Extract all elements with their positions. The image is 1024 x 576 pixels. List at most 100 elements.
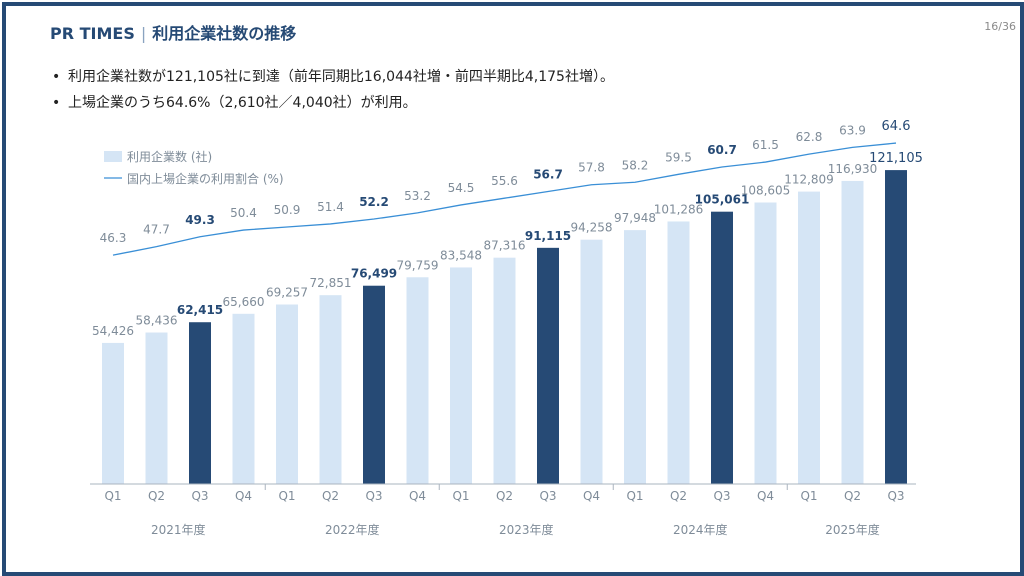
bar-value-label: 97,948 xyxy=(614,211,656,225)
x-tick-label: Q4 xyxy=(409,489,426,503)
x-tick-label: Q3 xyxy=(713,489,730,503)
bar xyxy=(189,322,211,484)
line-value-label: 63.9 xyxy=(839,123,866,137)
bar xyxy=(406,277,429,484)
x-axis: Q1 Q2 Q3 Q4 Q1 Q2 Q3 Q4 Q1 Q2 Q3 Q4 Q1 Q2 Q3 Q4 Q1 Q2 Q3 20… xyxy=(90,483,916,537)
bar-value-label: 116,930 xyxy=(828,162,878,176)
line-value-label: 57.8 xyxy=(578,161,605,175)
bar xyxy=(841,180,864,485)
line-value-label: 62.8 xyxy=(796,130,823,144)
bullet-list: • 利用企業社数が121,105社に到達（前年同期比16,044社増・前四半期比4… xyxy=(52,64,614,116)
bar-value-label: 105,061 xyxy=(695,193,750,207)
bar xyxy=(537,247,559,484)
title-text: 利用企業社数の推移 xyxy=(152,24,297,43)
line-value-label: 50.9 xyxy=(274,203,301,217)
year-group-label: 2024年度 xyxy=(673,522,728,537)
bar-value-label: 65,660 xyxy=(223,295,265,309)
bar-value-label: 72,851 xyxy=(310,276,352,290)
year-group-label: 2021年度 xyxy=(151,522,206,537)
line-value-label: 53.2 xyxy=(404,189,431,203)
bar-value-label: 108,605 xyxy=(741,183,791,197)
x-tick-label: Q3 xyxy=(191,489,208,503)
bar-value-label: 112,809 xyxy=(784,173,834,187)
line-value-label: 46.3 xyxy=(100,231,127,245)
chart-legend: 利用企業数 (社) 国内上場企業の利用割合 (%) xyxy=(104,149,284,186)
usage-rate-line xyxy=(112,142,897,256)
bar xyxy=(102,342,124,484)
x-tick-label: Q1 xyxy=(800,489,817,503)
legend-line-label: 国内上場企業の利用割合 (%) xyxy=(127,171,284,186)
line-series xyxy=(112,142,897,256)
bar-value-label: 83,548 xyxy=(440,248,482,262)
bar xyxy=(276,304,298,484)
bar-value-label: 76,499 xyxy=(351,267,397,281)
x-tick-label: Q1 xyxy=(104,489,121,503)
x-tick-label: Q3 xyxy=(365,489,382,503)
line-value-label: 58.2 xyxy=(622,158,649,172)
bar xyxy=(580,239,603,484)
bar xyxy=(754,202,777,484)
bar-value-label: 54,426 xyxy=(92,324,134,338)
bar xyxy=(450,267,472,484)
x-tick-label: Q3 xyxy=(887,489,904,503)
bar-value-label: 58,436 xyxy=(136,314,178,328)
x-tick-label: Q1 xyxy=(278,489,295,503)
bar-value-label: 62,415 xyxy=(177,303,223,317)
bar xyxy=(363,285,385,484)
line-value-label: 49.3 xyxy=(185,213,215,227)
brand-name: PR TIMES xyxy=(50,24,135,43)
bar-value-labels: 54,42658,43662,41565,66069,25772,85176,4… xyxy=(92,151,923,338)
line-value-label: 47.7 xyxy=(143,223,170,237)
x-tick-label: Q1 xyxy=(452,489,469,503)
bar xyxy=(232,313,255,484)
bar xyxy=(885,170,907,485)
bar xyxy=(798,191,820,485)
line-value-label: 59.5 xyxy=(665,150,692,164)
line-value-label: 64.6 xyxy=(882,119,911,134)
title-separator: | xyxy=(140,24,147,43)
line-value-label: 55.6 xyxy=(491,174,518,188)
legend-bar-swatch xyxy=(104,151,122,162)
bar xyxy=(145,332,168,484)
legend-bar-label: 利用企業数 (社) xyxy=(127,149,212,164)
x-tick-label: Q4 xyxy=(583,489,600,503)
bar xyxy=(624,230,646,484)
x-tick-label: Q4 xyxy=(235,489,252,503)
bar-value-label: 87,316 xyxy=(484,239,526,253)
bar xyxy=(667,221,690,485)
bar-value-label: 69,257 xyxy=(266,285,308,299)
x-tick-label: Q2 xyxy=(322,489,339,503)
line-value-labels: 46.3 47.7 49.3 50.4 50.9 51.4 52.2 53.2 54.5 55.6… xyxy=(100,119,911,245)
x-tick-label: Q2 xyxy=(670,489,687,503)
bar xyxy=(711,211,733,484)
bullet-item: • 上場企業のうち64.6%（2,610社／4,040社）が利用。 xyxy=(52,95,417,111)
x-tick-label: Q1 xyxy=(626,489,643,503)
x-tick-label: Q3 xyxy=(539,489,556,503)
line-value-label: 50.4 xyxy=(230,206,257,220)
slide-title: PR TIMES | 利用企業社数の推移 xyxy=(50,20,296,44)
bar-value-label: 101,286 xyxy=(654,202,704,216)
bar xyxy=(493,257,516,484)
line-value-label: 60.7 xyxy=(707,143,737,157)
x-tick-label: Q2 xyxy=(148,489,165,503)
bar xyxy=(319,295,342,484)
line-value-label: 51.4 xyxy=(317,200,344,214)
year-group-label: 2025年度 xyxy=(825,522,880,537)
line-value-label: 61.5 xyxy=(752,138,779,152)
bar-value-label: 121,105 xyxy=(869,151,923,166)
bar-value-label: 91,115 xyxy=(525,229,571,243)
year-group-label: 2023年度 xyxy=(499,522,554,537)
bar-series xyxy=(102,170,907,485)
line-value-label: 52.2 xyxy=(359,195,389,209)
line-value-label: 56.7 xyxy=(533,167,563,181)
x-tick-label: Q4 xyxy=(757,489,774,503)
x-tick-label: Q2 xyxy=(496,489,513,503)
bar-value-label: 79,759 xyxy=(397,258,439,272)
line-value-label: 54.5 xyxy=(448,181,475,195)
x-tick-label: Q2 xyxy=(844,489,861,503)
year-group-label: 2022年度 xyxy=(325,522,380,537)
bullet-item: • 利用企業社数が121,105社に到達（前年同期比16,044社増・前四半期比4… xyxy=(52,69,614,85)
bar-value-label: 94,258 xyxy=(571,221,613,235)
page-number: 16/36 xyxy=(984,20,1016,33)
